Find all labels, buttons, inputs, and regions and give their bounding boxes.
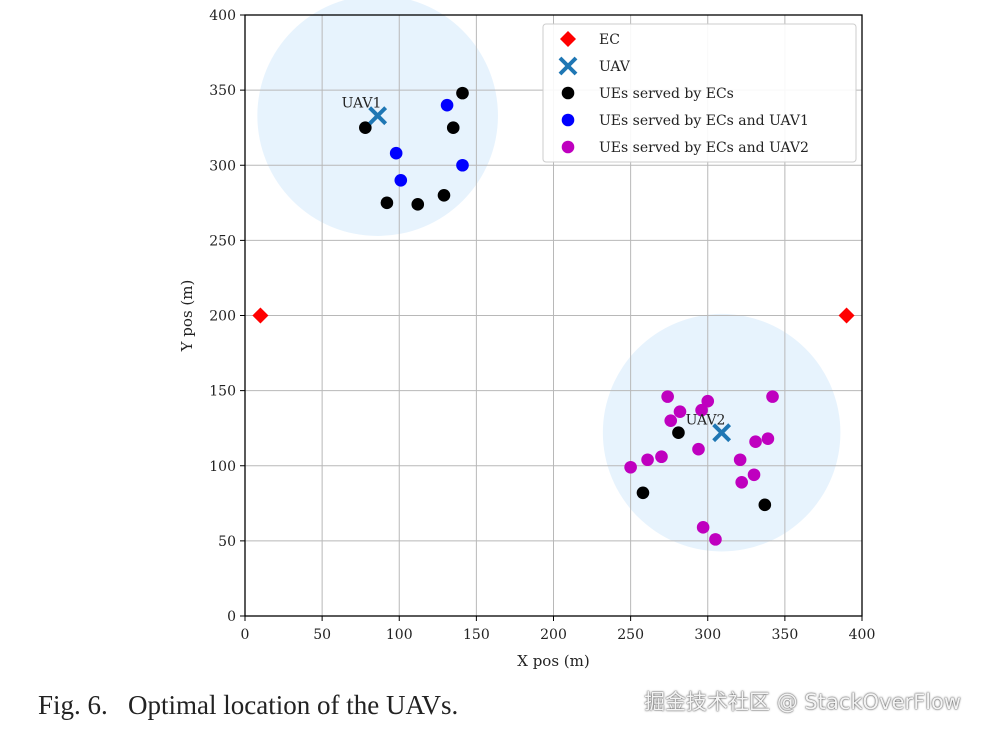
point-ues-served-by-ecs-and-uav2-8 — [692, 442, 705, 456]
point-ues-served-by-ecs-0 — [359, 121, 372, 134]
point-ues-served-by-ecs-and-uav2-7 — [761, 432, 775, 446]
point-ues-served-by-ecs-1 — [456, 86, 469, 100]
x-axis-label: X pos (m) — [517, 652, 589, 670]
y-tick-label-150: 150 — [209, 384, 236, 400]
point-ues-served-by-ecs-6 — [672, 426, 685, 439]
point-ues-served-by-ecs-5 — [437, 189, 451, 202]
point-ues-served-by-ecs-and-uav2-4 — [695, 403, 708, 417]
annotation-uav1: UAV1 — [342, 96, 382, 112]
legend-label-ues-served-by-ecs: UEs served by ECs — [599, 86, 734, 102]
x-tick-label-200: 200 — [540, 627, 567, 643]
x-tick-label-250: 250 — [617, 627, 644, 643]
point-ues-served-by-ecs-and-uav2-5 — [664, 414, 678, 427]
point-ues-served-by-ecs-2 — [446, 121, 460, 134]
point-uav-1 — [712, 423, 732, 443]
annotation-uav2: UAV2 — [686, 413, 726, 429]
point-ues-served-by-ecs-and-uav2-13 — [747, 468, 761, 482]
x-tick-label-100: 100 — [386, 627, 413, 643]
tick-layer: 0 50 100 150 200 250 300 350 400 0 50 100 150 200 250 3… — [209, 8, 875, 643]
point-ues-served-by-ecs-and-uav2-15 — [696, 521, 710, 534]
point-ues-served-by-ecs-and-uav2-6 — [749, 435, 762, 449]
y-tick-label-350: 350 — [209, 83, 236, 99]
x-tick-label-0: 0 — [241, 627, 250, 643]
point-ues-served-by-ecs-and-uav2-1 — [701, 394, 715, 408]
point-ues-served-by-ecs-3 — [380, 196, 394, 210]
legend-label-ues-served-by-ecs-and-uav2: UEs served by ECs and UAV2 — [599, 140, 809, 156]
legend-marker-uav — [558, 56, 578, 76]
point-ues-served-by-ecs-4 — [411, 198, 425, 211]
y-tick-label-100: 100 — [209, 459, 236, 475]
point-uav-0 — [368, 106, 388, 126]
point-ues-served-by-ecs-and-uav2-3 — [673, 405, 687, 418]
figure-caption: Fig. 6. Optimal location of the UAVs. — [38, 690, 459, 720]
scatter-chart: 0 50 100 150 200 250 300 350 400 0 50 100 150 200 250 3… — [178, 0, 875, 670]
point-ues-served-by-ecs-and-uav1-0 — [440, 98, 454, 112]
point-ues-served-by-ecs-and-uav2-10 — [641, 453, 654, 467]
legend-marker-ues-served-by-ecs-and-uav2 — [561, 140, 575, 154]
point-uav-0-stroke-b — [368, 106, 388, 126]
annotation-layer: UAV1 UAV2 — [342, 96, 726, 429]
x-tick-label-300: 300 — [694, 627, 721, 643]
y-tick-label-0: 0 — [227, 609, 236, 625]
point-ues-served-by-ecs-8 — [758, 498, 772, 512]
y-tick-label-250: 250 — [209, 233, 236, 249]
point-ues-served-by-ecs-and-uav2-16 — [709, 533, 722, 546]
point-ues-served-by-ecs-and-uav1-3 — [394, 173, 408, 187]
legend-label-uav: UAV — [599, 59, 631, 75]
legend-box — [542, 23, 857, 163]
point-ues-served-by-ecs-and-uav1-1 — [389, 146, 403, 160]
y-tick-label-400: 400 — [209, 8, 236, 24]
legend-marker-uav-stroke-b — [558, 56, 578, 76]
x-tick-label-50: 50 — [313, 627, 331, 643]
point-ues-served-by-ecs-and-uav2-14 — [735, 475, 748, 489]
legend-marker-ues-served-by-ecs — [561, 86, 575, 100]
point-ues-served-by-ecs-and-uav1-2 — [456, 158, 469, 172]
point-layer — [252, 86, 855, 546]
point-uav-1-stroke-b — [712, 423, 732, 443]
point-ues-served-by-ecs-and-uav2-11 — [733, 453, 747, 467]
legend-label-ues-served-by-ecs-and-uav1: UEs served by ECs and UAV1 — [599, 113, 809, 129]
y-tick-label-200: 200 — [209, 309, 236, 325]
point-ues-served-by-ecs-and-uav2-9 — [655, 450, 668, 464]
point-ec-0 — [252, 307, 269, 324]
point-ues-served-by-ecs-and-uav2-12 — [624, 460, 637, 474]
legend: EC UAV UEs served by ECs UEs served by ECs … — [542, 23, 857, 163]
point-ec-1 — [838, 307, 855, 324]
point-ues-served-by-ecs-7 — [636, 486, 650, 500]
x-tick-label-350: 350 — [772, 627, 799, 643]
x-tick-label-150: 150 — [463, 627, 490, 643]
y-tick-label-50: 50 — [218, 534, 236, 550]
point-ues-served-by-ecs-and-uav2-2 — [766, 390, 779, 403]
x-tick-label-400: 400 — [849, 627, 876, 643]
legend-marker-ues-served-by-ecs-and-uav1 — [561, 113, 575, 127]
legend-marker-ec — [560, 31, 576, 47]
y-tick-label-300: 300 — [209, 158, 236, 174]
legend-label-ec: EC — [599, 32, 620, 48]
y-axis-label: Y pos (m) — [178, 280, 196, 353]
watermark: 掘金技术社区 @ StackOverFlow — [644, 690, 961, 714]
point-ues-served-by-ecs-and-uav2-0 — [661, 390, 674, 403]
